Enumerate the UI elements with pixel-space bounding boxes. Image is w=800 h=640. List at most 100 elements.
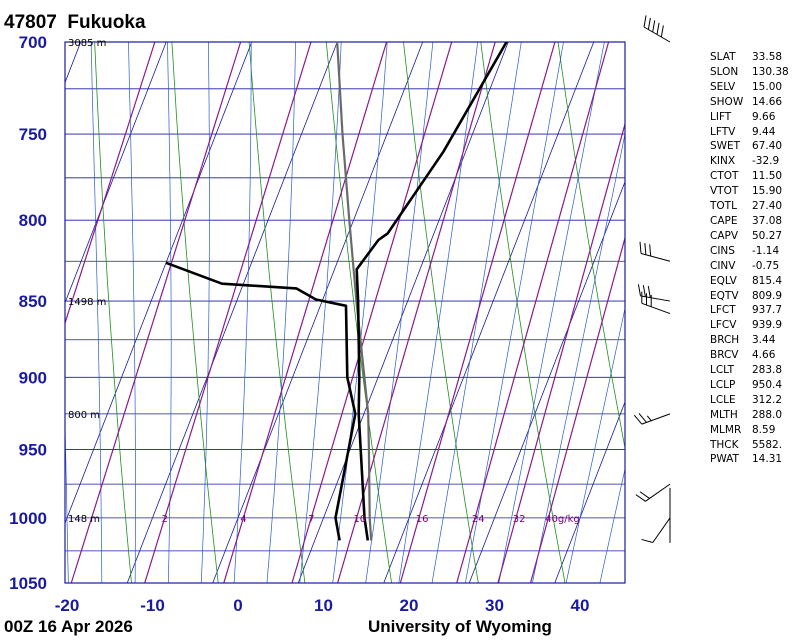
index-value: 939.9 bbox=[752, 319, 783, 332]
pressure-tick-label: 900 bbox=[19, 368, 47, 387]
index-name: BRCV bbox=[710, 349, 739, 362]
index-name: CINV bbox=[710, 259, 736, 272]
index-name: LFCT bbox=[710, 304, 736, 317]
index-value: 15.90 bbox=[752, 185, 783, 198]
mixing-ratio-label: 24 bbox=[472, 514, 485, 525]
wind-barb bbox=[641, 517, 671, 543]
trace-layer bbox=[165, 41, 508, 541]
index-row: MLMR 8.59 bbox=[710, 423, 789, 438]
dry-adiabat-280 bbox=[248, 42, 306, 583]
station-id: 47807 bbox=[4, 12, 57, 33]
isotherm-20 bbox=[383, 42, 595, 583]
temperature-tick-label: 0 bbox=[233, 596, 242, 615]
wind-barbs bbox=[633, 15, 671, 543]
station-title: 47807 Fukuoka bbox=[4, 12, 146, 34]
temperature-tick-label: 30 bbox=[485, 596, 504, 615]
index-name: MLTH bbox=[710, 408, 738, 421]
height-label: 1498 m bbox=[68, 297, 106, 308]
moist-adiabat-24 bbox=[431, 42, 522, 583]
wind-barb bbox=[639, 241, 671, 262]
index-value: 14.31 bbox=[752, 453, 783, 466]
index-value: 312.2 bbox=[752, 393, 783, 406]
barb-shaft bbox=[640, 295, 671, 302]
barb-flag bbox=[649, 244, 652, 257]
wind-barb bbox=[643, 15, 671, 43]
index-row: LCLE 312.2 bbox=[710, 393, 789, 408]
mixing-ratio-7 bbox=[291, 42, 453, 583]
index-name: LCLT bbox=[710, 364, 734, 377]
pressure-tick-label: 800 bbox=[19, 211, 47, 230]
index-row: TOTL 27.40 bbox=[710, 199, 789, 214]
mixing-ratio-2 bbox=[144, 42, 312, 583]
index-row: CAPV 50.27 bbox=[710, 229, 789, 244]
index-value: -32.9 bbox=[752, 155, 780, 168]
mixing-ratio-label: 10 bbox=[353, 514, 366, 525]
index-name: EQTV bbox=[710, 289, 739, 302]
dry-adiabat-260 bbox=[94, 42, 132, 583]
sounding-time: 00Z 16 Apr 2026 bbox=[4, 617, 133, 636]
barb-flag bbox=[641, 538, 653, 543]
index-name: KINX bbox=[710, 155, 736, 168]
index-value: -0.75 bbox=[752, 259, 780, 272]
temperature-tick-label: 40 bbox=[571, 596, 590, 615]
isotherm--10 bbox=[126, 42, 338, 583]
pressure-tick-label: 950 bbox=[19, 440, 47, 459]
barb-flag bbox=[643, 15, 647, 28]
wind-barb bbox=[641, 291, 671, 315]
barb-shaft bbox=[652, 517, 671, 543]
index-value: 809.9 bbox=[752, 289, 783, 302]
index-name: CINS bbox=[710, 244, 735, 257]
index-row: PWAT 14.31 bbox=[710, 452, 789, 467]
index-row: VTOT 15.90 bbox=[710, 184, 789, 199]
index-value: 9.66 bbox=[752, 110, 776, 123]
index-name: LCLP bbox=[710, 378, 736, 391]
moist-adiabat-40 bbox=[565, 306, 625, 583]
temperature-trace bbox=[355, 41, 508, 541]
dry-adiabat-310 bbox=[480, 42, 566, 583]
height-label: 3085 m bbox=[68, 38, 106, 49]
mixing-ratio-label: 32 bbox=[513, 514, 526, 525]
index-name: BRCH bbox=[710, 334, 740, 347]
moist-adiabat--20 bbox=[65, 412, 69, 583]
temperature-tick-label: -10 bbox=[140, 596, 165, 615]
index-name: LIFT bbox=[710, 110, 732, 123]
index-value: 15.00 bbox=[752, 80, 783, 93]
mixing-ratio-label: 4 bbox=[240, 514, 246, 525]
index-row: SHOW 14.66 bbox=[710, 95, 789, 110]
dry-adiabat-320 bbox=[557, 42, 625, 451]
index-value: 37.08 bbox=[752, 214, 783, 227]
temperature-tick-label: 20 bbox=[400, 596, 419, 615]
isotherm-30 bbox=[468, 180, 625, 583]
index-row: BRCH 3.44 bbox=[710, 333, 789, 348]
mixing-ratio-24 bbox=[456, 42, 610, 583]
index-name: SELV bbox=[710, 80, 736, 93]
moist-adiabat-32 bbox=[498, 42, 605, 583]
moist-adiabat-0 bbox=[233, 42, 252, 583]
index-row: LIFT 9.66 bbox=[710, 110, 789, 125]
index-row: CINS -1.14 bbox=[710, 244, 789, 259]
barb-flag bbox=[644, 243, 647, 255]
mixing-ratio-0.4 bbox=[65, 42, 156, 326]
height-label: 148 m bbox=[68, 514, 100, 525]
label-layer: 2 4 7 10 16 24 32 40g/kg70075080085090095010001… bbox=[9, 33, 589, 615]
index-name: CAPE bbox=[710, 214, 738, 227]
index-value: 815.4 bbox=[752, 274, 783, 287]
parcel-trace bbox=[336, 41, 373, 541]
index-name: SLON bbox=[710, 65, 739, 78]
moist-adiabat-20 bbox=[398, 42, 479, 583]
index-row: SWET 67.40 bbox=[710, 139, 789, 154]
index-row: SELV 15.00 bbox=[710, 80, 789, 95]
index-name: CAPV bbox=[710, 229, 739, 242]
index-row: LFCV 939.9 bbox=[710, 318, 789, 333]
index-value: 950.4 bbox=[752, 378, 783, 391]
index-value: 288.0 bbox=[752, 408, 783, 421]
index-row: SLON 130.38 bbox=[710, 65, 789, 80]
index-row: CAPE 37.08 bbox=[710, 214, 789, 229]
dry-adiabat-270 bbox=[171, 42, 219, 583]
barb-flag bbox=[635, 494, 646, 502]
barb-flag bbox=[639, 241, 642, 254]
mixing-ratio-40 bbox=[529, 235, 625, 583]
index-row: MLTH 288.0 bbox=[710, 408, 789, 423]
index-name: LFTV bbox=[710, 125, 736, 138]
barb-flag bbox=[637, 284, 641, 296]
